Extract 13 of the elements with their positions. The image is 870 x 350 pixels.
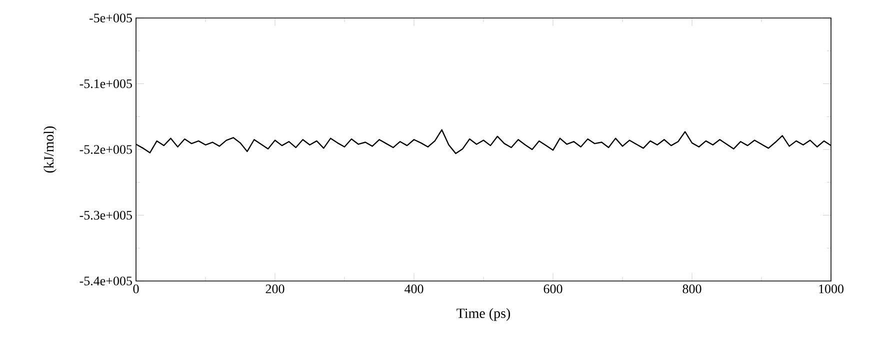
y-tick-label: -5.1e+005 (80, 79, 132, 88)
x-axis-title: Time (ps) (456, 308, 510, 321)
y-tick-label: -5.2e+005 (80, 145, 132, 154)
y-tick-label: -5.4e+005 (80, 276, 132, 286)
x-tick-label: 200 (266, 284, 284, 294)
x-tick-label: 1000 (819, 284, 844, 294)
y-tick-label: -5e+005 (90, 14, 132, 22)
x-tick-label: 400 (404, 284, 424, 294)
y-axis-title: (kJ/mol) (44, 126, 56, 173)
x-tick-label: 600 (544, 284, 562, 294)
y-tick-label: -5.3e+005 (80, 210, 132, 220)
x-tick-label: 0 (133, 284, 139, 294)
x-tick-label: 800 (682, 284, 702, 294)
